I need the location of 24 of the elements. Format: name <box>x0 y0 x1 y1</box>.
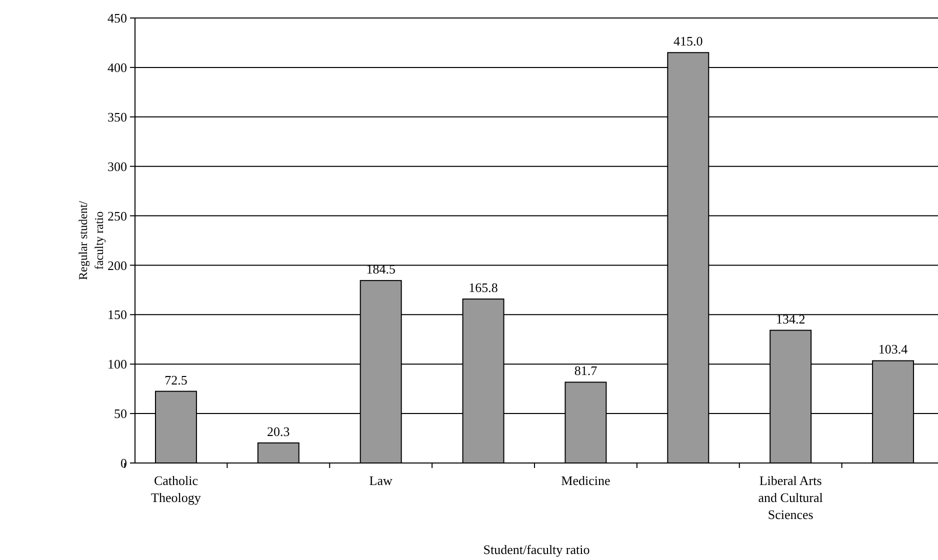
y-tick-label: 100 <box>108 356 127 372</box>
data-label: 81.7 <box>574 363 598 378</box>
x-tick-label: Medicine <box>561 473 610 488</box>
y-tick-label: 0 <box>120 456 127 471</box>
x-axis-title: Student/faculty ratio <box>483 542 590 557</box>
y-tick-label: 50 <box>114 406 127 422</box>
y-tick-label: 450 <box>108 10 127 26</box>
x-tick-label: Catholic Theology <box>151 473 202 505</box>
x-tick-label: Law <box>369 473 393 488</box>
data-label: 415.0 <box>674 34 703 49</box>
y-tick-label: 350 <box>108 109 127 124</box>
data-label: 103.4 <box>878 342 908 357</box>
y-tick-label: 200 <box>108 258 127 273</box>
data-label: 134.2 <box>776 311 806 326</box>
y-tick-label: 150 <box>108 307 127 322</box>
data-label: 20.3 <box>267 424 290 439</box>
bar <box>257 442 300 464</box>
data-label: 165.8 <box>468 280 498 296</box>
y-axis-title: Regular student/ faculty ratio <box>76 200 106 280</box>
y-tick-label: 250 <box>108 208 127 224</box>
y-tick-label: 300 <box>108 158 127 174</box>
y-tick-label: 400 <box>108 60 127 75</box>
data-label: 72.5 <box>164 372 188 388</box>
x-tick-label: Liberal Arts and Cultural Sciences <box>758 473 824 522</box>
